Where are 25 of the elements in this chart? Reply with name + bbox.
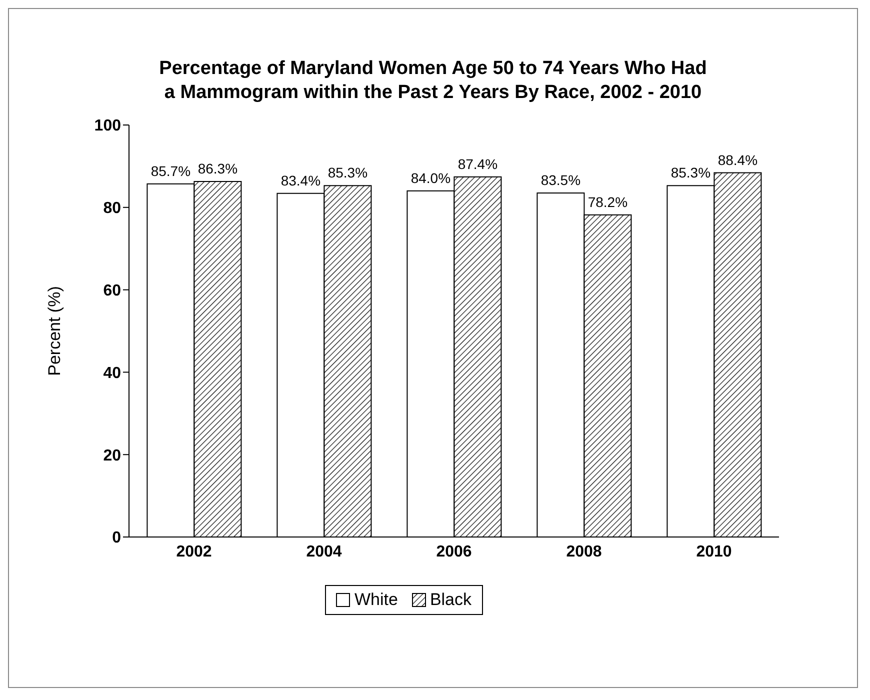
x-tick-label: 2008	[566, 543, 602, 560]
data-label: 85.7%	[150, 162, 191, 179]
y-tick-label: 60	[103, 282, 122, 300]
y-tick-label: 40	[103, 364, 122, 382]
y-tick-label: 0	[112, 530, 122, 547]
y-tick-label: 100	[94, 118, 122, 135]
x-tick-label: 2010	[696, 543, 732, 560]
chart-title: Percentage of Maryland Women Age 50 to 74 Years Who Had a Mammogram within the Past 2 Years By Race, 2002 - 2010	[158, 57, 708, 105]
x-tick-label: 2004	[306, 543, 342, 560]
legend-label: Black	[428, 590, 472, 610]
y-tick-label: 80	[103, 200, 122, 218]
data-label: 83.4%	[280, 172, 321, 188]
x-tick-label: 2002	[176, 543, 212, 560]
data-label: 84.0%	[410, 170, 451, 186]
data-label: 88.4%	[718, 152, 758, 168]
y-tick-label: 20	[103, 447, 122, 464]
data-label: 78.2%	[588, 194, 628, 210]
data-label: 83.5%	[540, 172, 581, 188]
data-label: 85.3%	[670, 164, 711, 181]
data-label: 87.4%	[458, 156, 498, 172]
data-label: 86.3%	[198, 160, 238, 176]
legend-label: White	[353, 590, 398, 610]
x-tick-label: 2006	[436, 543, 472, 560]
data-label: 85.3%	[328, 164, 368, 181]
y-axis-title: Percent (%)	[45, 286, 64, 376]
